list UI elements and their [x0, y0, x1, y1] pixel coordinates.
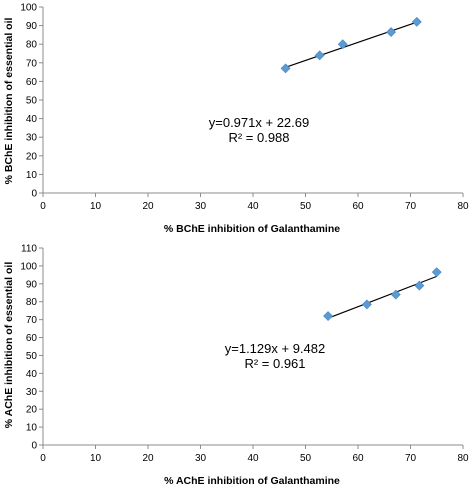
bche-x-tick-label: 60	[352, 201, 364, 212]
ache-x-tick-label: 80	[457, 453, 469, 464]
ache-data-point	[362, 299, 372, 310]
bche-x-tick-label: 30	[195, 201, 207, 212]
ache-y-tick-label: 40	[26, 369, 38, 380]
bche-data-point	[386, 27, 396, 38]
ache-x-tick-label: 10	[90, 453, 102, 464]
bche-y-tick-label: 20	[26, 151, 38, 162]
ache-x-tick-label: 30	[195, 453, 207, 464]
bche-trendline	[285, 21, 417, 68]
ache-y-tick-label: 80	[26, 297, 38, 308]
ache-x-tick-label: 60	[352, 453, 364, 464]
ache-y-tick-label: 70	[26, 315, 38, 326]
bche-x-tick-label: 80	[457, 201, 469, 212]
bche-y-tick-label: 30	[26, 133, 38, 144]
ache-equation: y=1.129x + 9.482	[225, 341, 325, 356]
bche-x-tick-label: 50	[300, 201, 312, 212]
ache-data-point	[431, 267, 442, 278]
ache-x-tick-label: 50	[300, 453, 312, 464]
ache-y-tick-label: 20	[26, 405, 38, 416]
ache-data-point	[323, 311, 333, 321]
bche-y-tick-label: 90	[26, 21, 38, 32]
ache-y-tick-label: 60	[26, 333, 38, 344]
ache-y-tick-label: 110	[21, 244, 37, 255]
ache-y-axis-title: % AChE inhibition of essential oil	[3, 262, 15, 429]
ache-x-tick-label: 20	[142, 453, 154, 464]
bche-x-tick-label: 10	[90, 201, 102, 212]
bche-chart: y=0.971x + 22.69 R² = 0.988 % BChE inhib…	[3, 3, 469, 236]
ache-y-tick-label: 0	[31, 441, 37, 452]
bche-r-squared: R² = 0.988	[228, 130, 289, 145]
ache-x-tick-label: 0	[40, 453, 46, 464]
ache-y-tick-label: 30	[26, 387, 38, 398]
bche-data-point	[337, 39, 348, 50]
bche-data-point	[280, 63, 291, 74]
bche-data-point	[411, 16, 422, 27]
bche-y-tick-label: 0	[31, 189, 37, 200]
bche-y-tick-label: 100	[20, 3, 37, 14]
ache-data-point	[390, 289, 401, 300]
bche-data-point	[314, 50, 325, 61]
bche-y-tick-label: 70	[26, 58, 38, 69]
bche-x-tick-label: 0	[40, 201, 46, 212]
ache-y-tick-label: 50	[26, 351, 38, 362]
bche-y-tick-label: 50	[26, 96, 38, 107]
bche-x-axis-title: % BChE inhibition of Galanthamine	[164, 223, 340, 235]
bche-x-tick-label: 70	[405, 201, 417, 212]
ache-x-tick-label: 70	[405, 453, 417, 464]
ache-y-tick-label: 90	[26, 279, 38, 290]
bche-y-tick-label: 60	[26, 77, 38, 88]
bche-x-tick-label: 20	[142, 201, 154, 212]
bche-y-tick-label: 10	[26, 170, 38, 181]
ache-x-tick-label: 40	[247, 453, 259, 464]
ache-x-axis-title: % AChE inhibition of Galanthamine	[164, 475, 340, 487]
ache-y-tick-label: 10	[26, 423, 38, 434]
bche-y-tick-label: 40	[26, 114, 38, 125]
bche-y-axis-title: % BChE inhibition of essential oil	[3, 17, 15, 184]
bche-y-tick-label: 80	[26, 40, 38, 51]
ache-chart: y=1.129x + 9.482 R² = 0.961 % AChE inhib…	[3, 244, 469, 488]
ache-y-tick-label: 100	[20, 261, 37, 272]
bche-x-tick-label: 40	[247, 201, 259, 212]
ache-data-point	[414, 280, 425, 291]
bche-equation: y=0.971x + 22.69	[209, 115, 309, 130]
ache-r-squared: R² = 0.961	[244, 356, 305, 371]
